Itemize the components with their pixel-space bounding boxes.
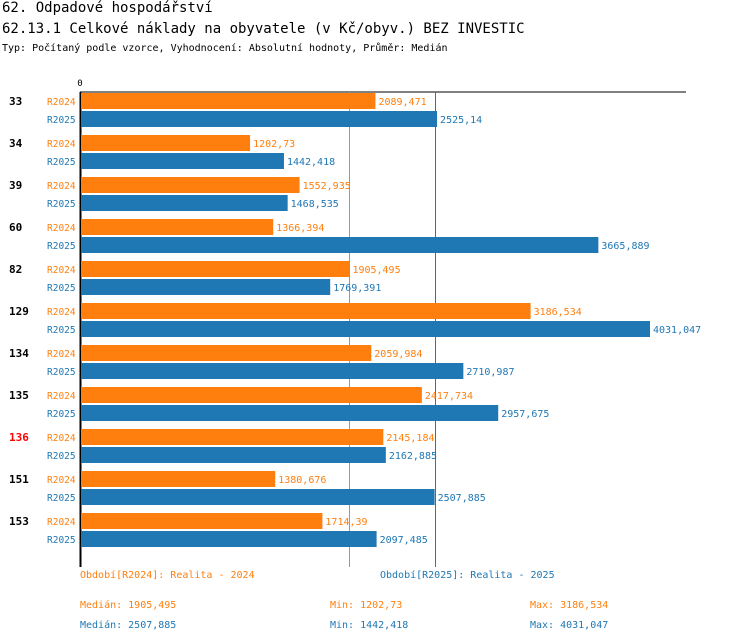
category-label: 151 [9,473,29,486]
indicator-meta: Typ: Počítaný podle vzorce, Vyhodnocení:… [2,43,448,54]
series-label-r2024: R2024 [47,517,76,528]
category-label: 82 [9,263,22,276]
bar-r2025 [81,489,435,505]
category-label: 39 [9,179,22,192]
value-label-r2024: 3186,534 [534,307,582,318]
legend-r2024: Období[R2024]: Realita - 2024 [80,570,255,581]
series-label-r2025: R2025 [47,409,76,420]
min-r2024: Min: 1202,73 [330,600,403,611]
bar-r2024 [81,93,376,109]
value-label-r2025: 1442,418 [287,157,335,168]
category-label: 129 [9,305,29,318]
bar-r2025 [81,153,284,169]
bar-r2024 [81,261,350,277]
value-label-r2025: 2507,885 [438,493,486,504]
min-r2025: Min: 1442,418 [330,620,409,631]
section-title: 62. Odpadové hospodářství [2,0,213,16]
value-label-r2024: 1714,39 [325,517,367,528]
series-label-r2024: R2024 [47,181,76,192]
value-label-r2024: 1202,73 [253,139,295,150]
value-label-r2025: 1769,391 [333,283,381,294]
category-label: 33 [9,95,22,108]
value-label-r2024: 2417,734 [425,391,473,402]
series-label-r2025: R2025 [47,199,76,210]
bar-r2025 [81,195,288,211]
bar-r2024 [81,219,274,235]
series-label-r2024: R2024 [47,433,76,444]
bar-r2025 [81,279,331,295]
value-label-r2024: 1905,495 [352,265,400,276]
median-r2025: Medián: 2507,885 [80,620,177,631]
value-label-r2024: 2145,184 [386,433,434,444]
value-label-r2024: 1552,935 [303,181,351,192]
bar-r2024 [81,429,384,445]
bar-r2024 [81,513,323,529]
value-label-r2025: 1468,535 [291,199,339,210]
value-label-r2024: 2089,471 [378,97,426,108]
bar-r2025 [81,405,499,421]
value-label-r2025: 3665,889 [601,241,649,252]
bar-r2025 [81,237,599,253]
bar-r2024 [81,135,251,151]
bar-r2025 [81,447,386,463]
series-label-r2024: R2024 [47,139,76,150]
series-label-r2025: R2025 [47,115,76,126]
series-label-r2024: R2024 [47,307,76,318]
series-label-r2025: R2025 [47,451,76,462]
series-label-r2025: R2025 [47,367,76,378]
bar-r2024 [81,387,422,403]
series-label-r2024: R2024 [47,391,76,402]
max-r2024: Max: 3186,534 [530,600,609,611]
category-label: 136 [9,431,29,444]
value-label-r2024: 1366,394 [276,223,324,234]
value-label-r2025: 4031,047 [653,325,701,336]
bar-r2025 [81,321,650,337]
series-label-r2025: R2025 [47,535,76,546]
max-r2025: Max: 4031,047 [530,620,609,631]
value-label-r2025: 2710,987 [466,367,514,378]
bar-r2025 [81,531,377,547]
series-label-r2024: R2024 [47,349,76,360]
category-label: 60 [9,221,22,234]
series-label-r2025: R2025 [47,493,76,504]
legend-r2025: Období[R2025]: Realita - 2025 [380,570,555,581]
value-label-r2025: 2162,885 [389,451,437,462]
series-label-r2024: R2024 [47,475,76,486]
axis-zero-label: 0 [77,79,82,89]
bar-r2025 [81,363,464,379]
category-label: 134 [9,347,29,360]
median-r2024: Medián: 1905,495 [80,600,177,611]
series-label-r2024: R2024 [47,265,76,276]
value-label-r2025: 2525,14 [440,115,482,126]
category-label: 153 [9,515,29,528]
series-label-r2025: R2025 [47,241,76,252]
category-label: 34 [9,137,23,150]
series-label-r2025: R2025 [47,283,76,294]
series-label-r2024: R2024 [47,97,76,108]
value-label-r2024: 2059,984 [374,349,422,360]
indicator-title: 62.13.1 Celkové náklady na obyvatele (v … [2,21,525,37]
series-label-r2025: R2025 [47,325,76,336]
category-label: 135 [9,389,29,402]
bar-r2024 [81,303,531,319]
bar-r2025 [81,111,438,127]
series-label-r2025: R2025 [47,157,76,168]
bar-r2024 [81,177,300,193]
bar-r2024 [81,345,372,361]
value-label-r2024: 1380,676 [278,475,326,486]
series-label-r2024: R2024 [47,223,76,234]
bar-r2024 [81,471,276,487]
value-label-r2025: 2957,675 [501,409,549,420]
value-label-r2025: 2097,485 [380,535,428,546]
